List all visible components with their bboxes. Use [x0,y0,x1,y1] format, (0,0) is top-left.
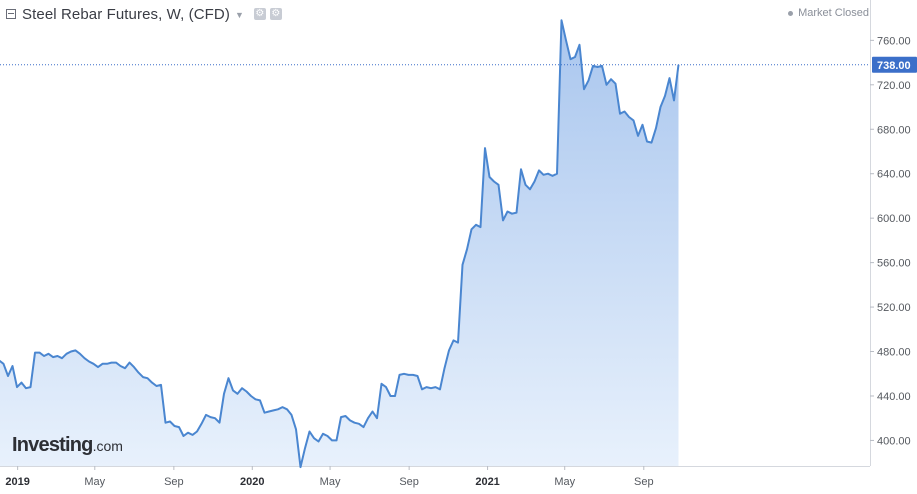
collapse-icon[interactable] [6,9,16,19]
last-price-label: 738.00 [877,60,911,72]
x-tick-label: May [320,476,341,488]
last-price-tag [872,56,917,73]
y-tick-label: 480.00 [877,347,911,359]
x-tick-label: 2020 [240,476,264,488]
x-tick-label: 2021 [475,476,499,488]
status-dot-icon [788,10,794,16]
brand-name: Investing [12,434,93,456]
y-tick-label: 600.00 [877,213,911,225]
y-tick-label: 800.00 [877,0,911,3]
market-status-label: Market Closed [798,7,869,19]
series-area [0,20,679,468]
y-tick-label: 760.00 [877,35,911,47]
y-tick-label: 560.00 [877,258,911,270]
chevron-down-icon[interactable]: ▼ [234,10,244,20]
y-tick-label: 440.00 [877,391,911,403]
x-tick-label: Sep [164,476,184,488]
x-tick-label: Sep [399,476,419,488]
chart-header: Steel Rebar Futures, W, (CFD) ▼ ⚙ ⚙ [0,0,870,28]
x-tick-label: Sep [634,476,654,488]
y-tick-label: 720.00 [877,80,911,92]
series-line [0,19,680,469]
brand-logo: Investing.com [12,434,123,457]
x-tick-label: May [84,476,105,488]
y-tick-label: 640.00 [877,169,911,181]
brand-suffix: .com [92,438,123,454]
y-tick-label: 680.00 [877,124,911,136]
chart-title: Steel Rebar Futures, W, (CFD) [22,5,230,23]
market-status: Market Closed [788,7,869,19]
settings-icon[interactable]: ⚙ [269,8,282,20]
y-tick-label: 520.00 [877,302,911,314]
x-tick-label: 2019 [5,476,29,488]
x-tick-label: May [554,476,575,488]
y-tick-label: 400.00 [877,435,911,447]
gear-icon[interactable]: ⚙ [253,8,266,20]
